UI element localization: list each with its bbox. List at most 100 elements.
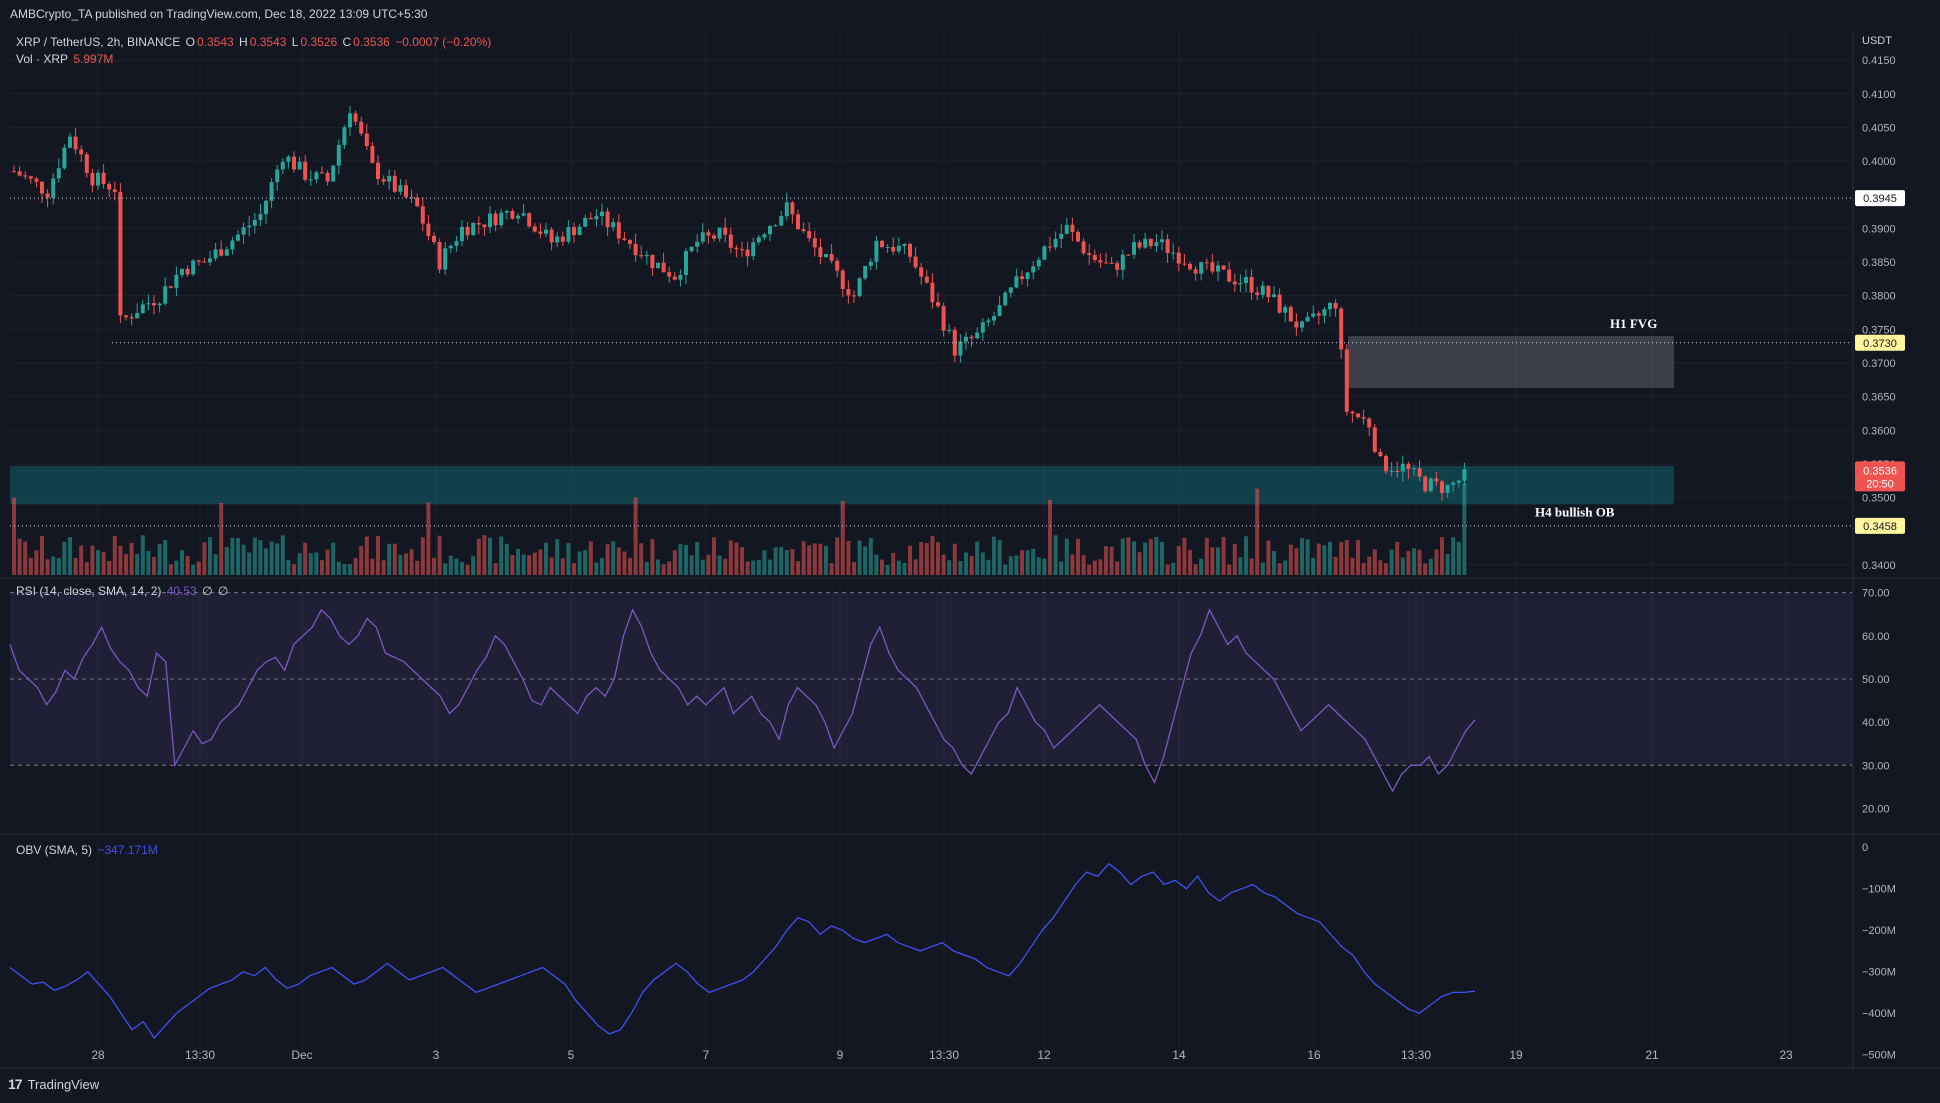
candle-body xyxy=(476,222,481,225)
volume-bar xyxy=(336,561,341,575)
candle-body xyxy=(269,182,274,201)
candle-body xyxy=(292,156,296,170)
volume-bar xyxy=(353,558,358,575)
volume-bar xyxy=(577,551,582,575)
volume-bar xyxy=(880,559,884,575)
candle-body xyxy=(376,162,380,179)
candle-body xyxy=(303,161,308,180)
candle-body xyxy=(980,322,985,333)
candle-body xyxy=(415,197,420,207)
candle-body xyxy=(68,136,72,148)
candle-body xyxy=(1417,468,1422,477)
volume-bar xyxy=(297,553,302,575)
candle-body xyxy=(129,317,134,319)
candle-body xyxy=(180,268,184,275)
volume-bar xyxy=(896,560,901,575)
rsi-tick-label: 40.00 xyxy=(1862,717,1890,729)
candle-body xyxy=(325,172,330,182)
volume-bar xyxy=(538,549,543,575)
volume-bar xyxy=(684,545,688,575)
candle-body xyxy=(885,246,890,248)
volume-bar xyxy=(404,553,408,575)
candle-body xyxy=(1428,478,1433,492)
volume-bar xyxy=(107,561,112,575)
volume-bar xyxy=(1367,556,1372,575)
candle-body xyxy=(1406,463,1411,469)
change-value: −0.0007 (−0.20%) xyxy=(395,35,492,49)
volume-bar xyxy=(549,557,554,575)
price-tick-label: 0.4050 xyxy=(1862,122,1896,134)
level-tag-0-3458-bg xyxy=(1855,517,1905,534)
volume-bar xyxy=(521,554,526,575)
time-tick-label: Dec xyxy=(291,1048,312,1062)
volume-bar xyxy=(633,497,638,575)
price-tick-label: 0.4000 xyxy=(1862,156,1896,168)
candle-body xyxy=(700,232,705,242)
candle-body xyxy=(1456,480,1461,483)
volume-bar xyxy=(1283,560,1288,575)
candle-body xyxy=(247,225,252,228)
tradingview-logo[interactable]: 17 TradingView xyxy=(8,1076,99,1092)
symbol-pair[interactable]: XRP / TetherUS, 2h, BINANCE xyxy=(16,35,181,49)
symbol-legend[interactable]: XRP / TetherUS, 2h, BINANCE O 0.3543 H 0.3… xyxy=(16,35,493,49)
candle-body xyxy=(874,240,879,262)
h1-fvg-zone xyxy=(1348,336,1674,388)
candle-body xyxy=(1081,241,1086,254)
candle-body xyxy=(1451,482,1456,485)
level-tag-0-3945: 0.3945 xyxy=(1863,193,1897,205)
volume-bar xyxy=(600,558,604,575)
obv-legend[interactable]: OBV (SMA, 5) −347.171M xyxy=(16,843,160,857)
candle-body xyxy=(45,193,50,198)
candle-body xyxy=(1076,232,1080,242)
candle-body xyxy=(1199,262,1204,274)
candle-body xyxy=(762,234,767,238)
rsi-extra-2: ∅ xyxy=(217,584,229,598)
candle-body xyxy=(829,253,834,261)
volume-bar xyxy=(997,540,1002,575)
candle-body xyxy=(1020,276,1024,280)
candle-body xyxy=(930,282,935,303)
volume-bar xyxy=(656,559,660,575)
candle-body xyxy=(1260,285,1265,295)
volume-bar xyxy=(28,557,33,575)
volume-bar xyxy=(174,560,179,575)
volume-bar xyxy=(1076,538,1080,575)
candle-body xyxy=(667,272,672,277)
volume-bar xyxy=(1003,564,1008,575)
candle-body xyxy=(997,305,1002,317)
candle-body xyxy=(588,217,593,220)
candle-body xyxy=(314,172,319,180)
volume-bar xyxy=(1344,540,1349,575)
candle-body xyxy=(1395,470,1400,472)
volume-bar xyxy=(891,552,896,575)
volume-legend[interactable]: Vol · XRP 5.997M xyxy=(16,52,115,66)
candle-body xyxy=(896,245,901,252)
candle-body xyxy=(1210,262,1215,272)
grid-lines xyxy=(0,30,1940,1069)
volume-bar xyxy=(1440,537,1444,575)
time-tick-label: 9 xyxy=(837,1048,844,1062)
candle-body xyxy=(835,260,840,271)
candle-body xyxy=(1031,266,1036,273)
candle-body xyxy=(185,268,190,275)
candle-body xyxy=(577,226,582,236)
volume-bar xyxy=(1126,537,1131,575)
rsi-legend[interactable]: RSI (14, close, SMA, 14, 2) 40.53 ∅ ∅ xyxy=(16,584,230,598)
volume-bar xyxy=(734,542,739,575)
volume-bar xyxy=(292,564,296,575)
candle-body xyxy=(1126,254,1131,256)
price-axes: 0.4150 0.4100 0.4050 0.4000 0.3900 0.3850 0.38… xyxy=(1855,55,1905,1062)
candle-body xyxy=(84,154,89,174)
candle-body xyxy=(432,235,436,243)
candle-body xyxy=(756,237,761,243)
volume-bar xyxy=(1406,550,1411,575)
obv-tick-label: −200M xyxy=(1862,925,1896,937)
volume-bar xyxy=(471,555,476,575)
candle-body xyxy=(560,236,565,242)
high-label: H xyxy=(239,35,248,49)
candle-body xyxy=(616,222,621,239)
volume-bar xyxy=(465,564,470,575)
volume-bar xyxy=(544,542,548,575)
volume-bar xyxy=(1014,555,1019,575)
price-tick-label: 0.4150 xyxy=(1862,55,1896,67)
